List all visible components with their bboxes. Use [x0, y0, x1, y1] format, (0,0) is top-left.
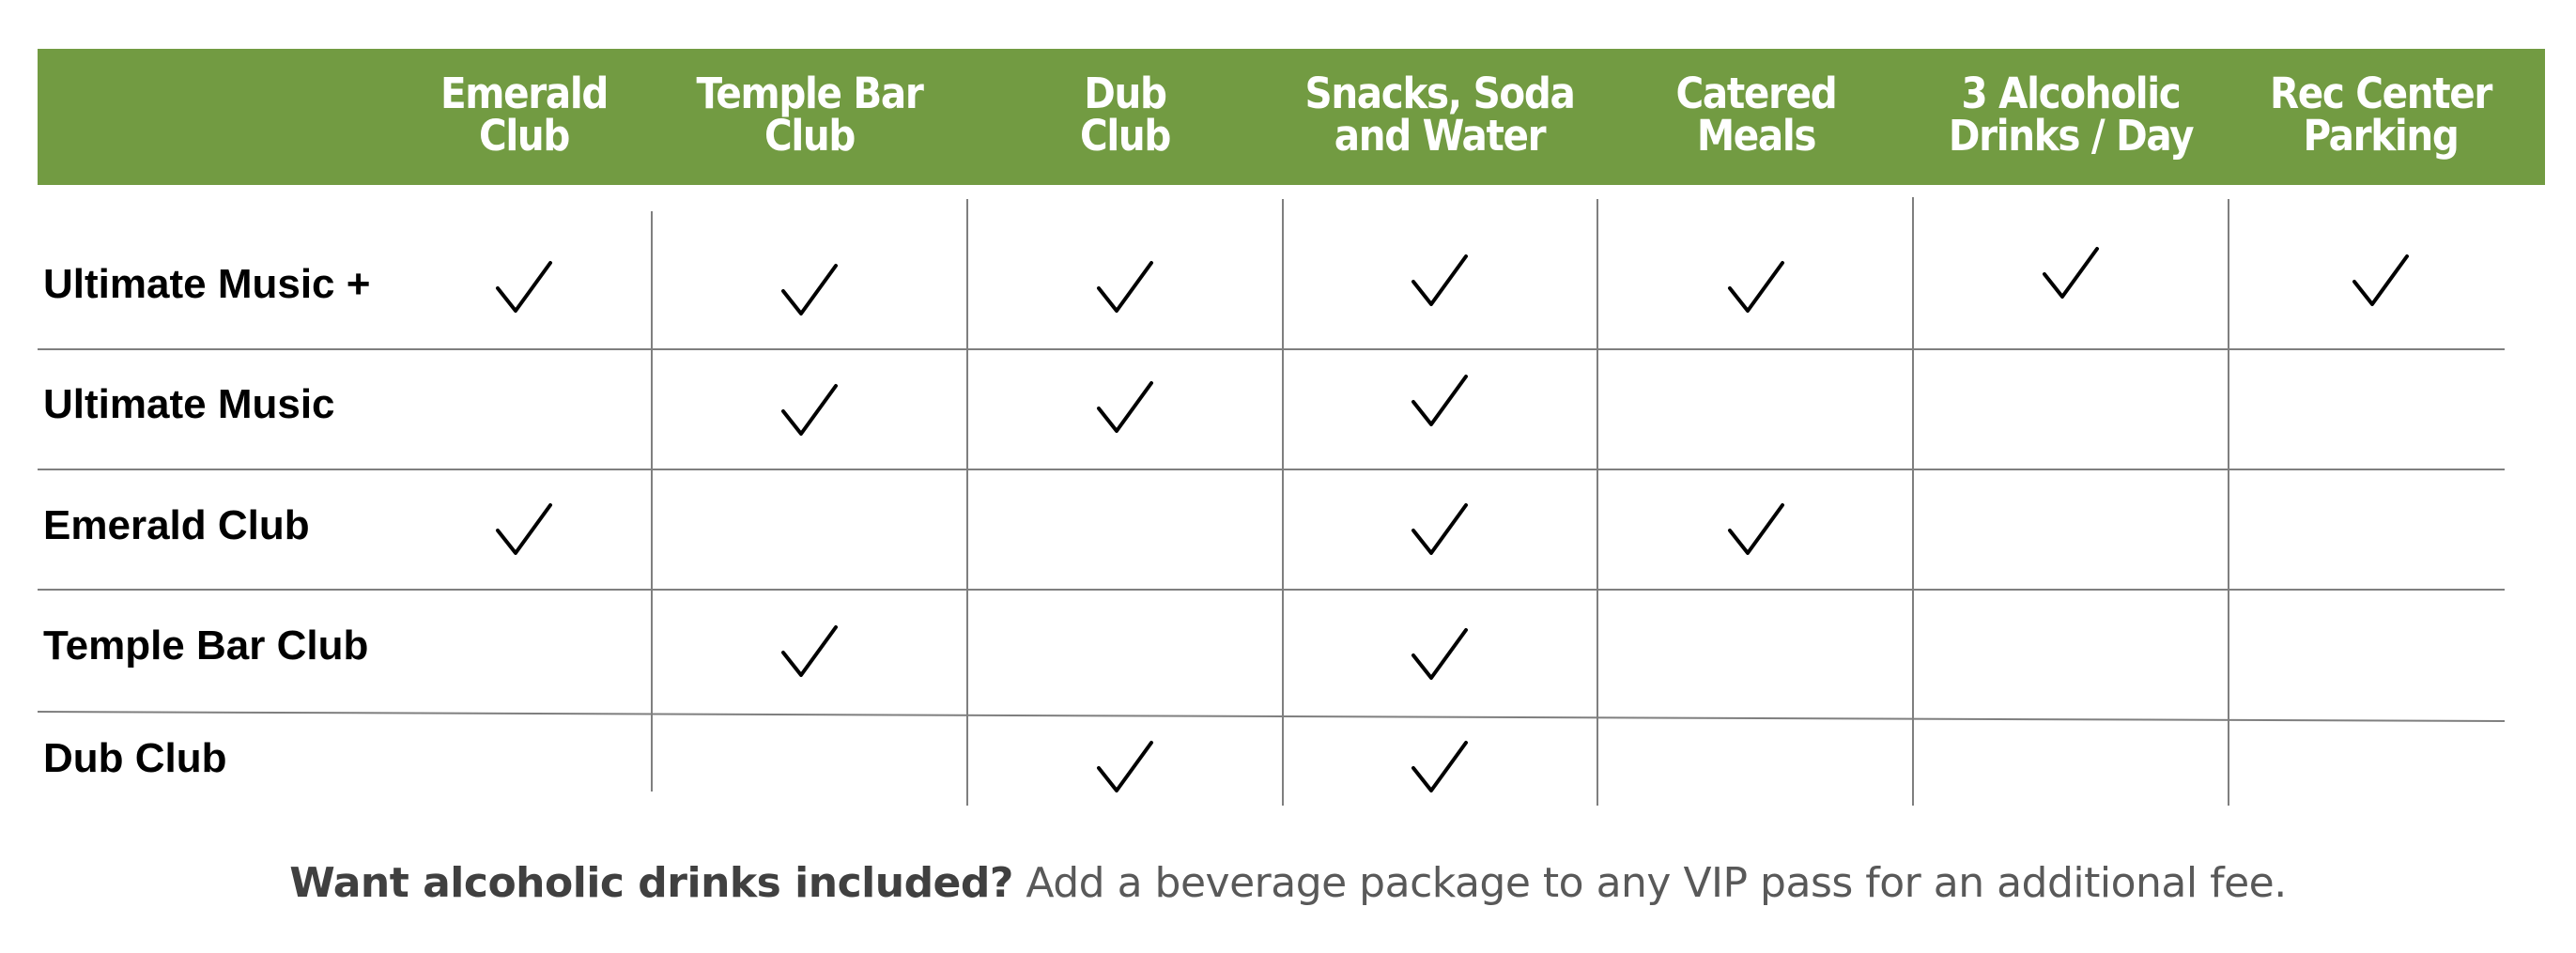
column-header-line: Drinks / Day — [1948, 110, 2195, 161]
column-header-line: Rec Center — [2269, 68, 2492, 118]
checkmark-icon — [2043, 247, 2099, 299]
checkmark-icon — [1728, 503, 1784, 555]
footer-note: Want alcoholic drinks included? Add a be… — [0, 859, 2576, 907]
column-header-line: Dub — [1084, 68, 1167, 118]
column-header: Catered Meals — [1621, 49, 1891, 185]
checkmark-icon — [1411, 741, 1468, 792]
checkmark-icon — [1411, 375, 1468, 426]
checkmark-icon — [1728, 261, 1784, 313]
column-header: Rec Center Parking — [2245, 49, 2516, 185]
checkmark-icon — [781, 625, 838, 677]
column-header-line: Catered — [1675, 68, 1838, 118]
column-header-line: Club — [478, 110, 570, 161]
column-header-line: Club — [1079, 110, 1171, 161]
checkmark-icon — [1411, 503, 1468, 555]
column-header-line: 3 Alcoholic — [1961, 68, 2182, 118]
checkmark-icon — [496, 503, 552, 555]
checkmark-icon — [1097, 261, 1153, 313]
checkmark-icon — [1411, 254, 1468, 306]
checkmark-icon — [781, 264, 838, 315]
column-header: Emerald Club — [389, 49, 659, 185]
column-header-line: Emerald — [440, 68, 609, 118]
checkmark-icon — [1411, 628, 1468, 680]
row-label: Emerald Club — [43, 502, 310, 548]
row-divider — [37, 711, 2506, 722]
table-header-bar — [38, 49, 2545, 185]
column-header: Temple Bar Club — [674, 49, 945, 185]
column-header-line: Club — [764, 110, 856, 161]
column-header-line: Snacks, Soda — [1304, 68, 1576, 118]
checkmark-icon — [1097, 381, 1153, 433]
row-label: Dub Club — [43, 735, 227, 781]
checkmark-icon — [781, 384, 838, 436]
column-header-line: and Water — [1334, 110, 1547, 161]
column-header: 3 Alcoholic Drinks / Day — [1936, 49, 2206, 185]
column-header-line: Parking — [2303, 110, 2459, 161]
column-header: Snacks, Soda and Water — [1304, 49, 1576, 185]
column-header-line: Temple Bar — [696, 68, 923, 118]
row-label: Ultimate Music — [43, 381, 335, 427]
checkmark-icon — [1097, 741, 1153, 792]
checkmark-icon — [2352, 254, 2409, 306]
footer-note-rest: Add a beverage package to any VIP pass f… — [1012, 859, 2287, 907]
column-header: Dub Club — [990, 49, 1260, 185]
row-label: Ultimate Music + — [43, 261, 371, 307]
column-header-line: Meals — [1696, 110, 1817, 161]
row-label: Temple Bar Club — [43, 623, 369, 669]
checkmark-icon — [496, 261, 552, 313]
footer-note-bold: Want alcoholic drinks included? — [289, 859, 1013, 907]
